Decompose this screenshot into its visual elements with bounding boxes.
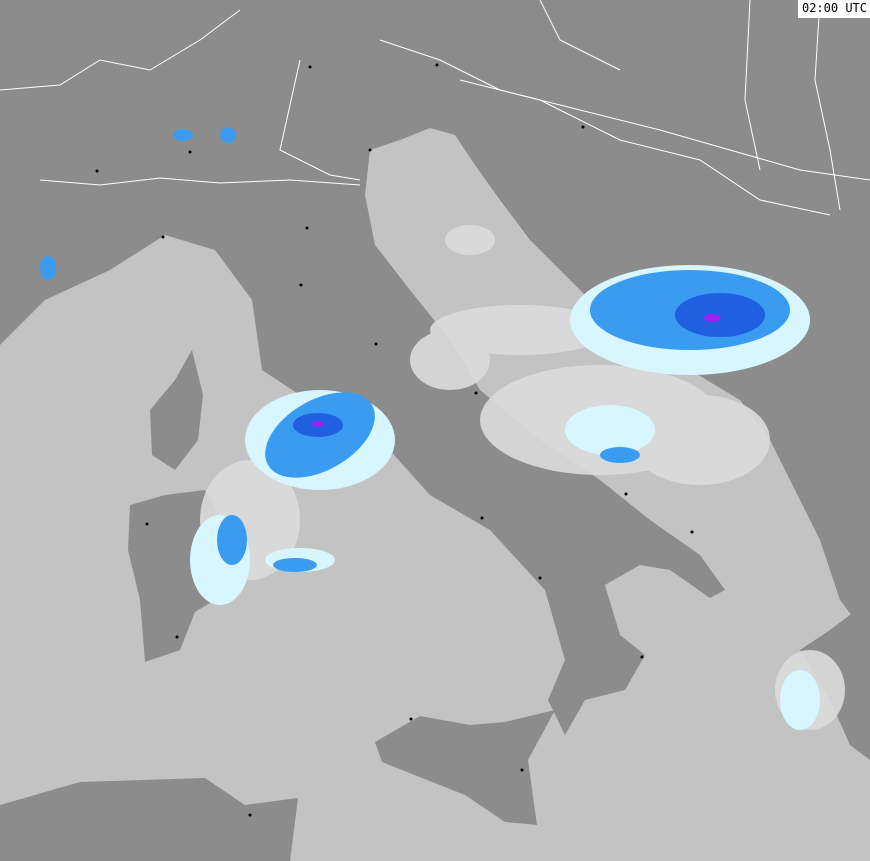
sicily: [375, 710, 555, 825]
corsica: [150, 350, 203, 470]
sardinia: [128, 490, 218, 662]
precip-intense: [312, 314, 720, 427]
timestamp-label: 02:00 UTC: [797, 0, 870, 18]
north-africa: [0, 778, 298, 861]
city-dots: [95, 63, 694, 817]
borders: [0, 0, 870, 216]
